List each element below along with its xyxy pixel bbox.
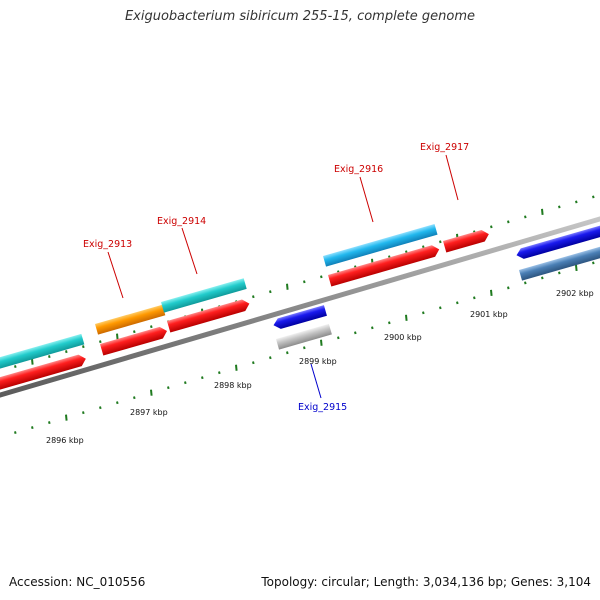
major-tick xyxy=(286,283,289,290)
major-tick xyxy=(235,364,238,371)
gene-cyan[interactable] xyxy=(161,278,247,313)
minor-tick xyxy=(558,271,561,275)
minor-tick xyxy=(201,376,204,380)
kbp-label: 2897 kbp xyxy=(130,408,168,417)
major-tick xyxy=(575,264,578,272)
minor-tick xyxy=(167,386,170,390)
cds-red[interactable] xyxy=(443,228,491,253)
minor-tick xyxy=(524,281,527,285)
minor-tick xyxy=(558,205,561,209)
minor-tick xyxy=(184,381,187,385)
minor-tick xyxy=(473,296,476,300)
major-tick xyxy=(150,389,153,396)
minor-tick xyxy=(371,326,374,330)
minor-tick xyxy=(490,225,493,229)
minor-tick xyxy=(133,396,136,400)
cds-red[interactable] xyxy=(328,244,441,287)
gene-features xyxy=(0,222,600,392)
major-tick xyxy=(405,314,408,321)
major-tick xyxy=(116,333,119,340)
cds-blue-reverse[interactable] xyxy=(515,222,600,260)
major-tick xyxy=(490,289,493,296)
minor-tick xyxy=(337,336,340,340)
major-tick xyxy=(65,414,68,421)
kbp-label: 2902 kbp xyxy=(556,289,594,298)
minor-tick xyxy=(507,220,510,224)
genome-summary-text: Topology: circular; Length: 3,034,136 bp… xyxy=(261,575,591,589)
major-tick xyxy=(541,208,544,215)
minor-tick xyxy=(286,351,289,355)
major-tick xyxy=(31,358,34,365)
minor-tick xyxy=(99,340,102,344)
cds-blue-reverse[interactable] xyxy=(272,305,327,330)
kbp-label: 2898 kbp xyxy=(214,381,252,390)
minor-tick xyxy=(14,431,17,435)
minor-tick xyxy=(150,325,153,329)
leader-line xyxy=(107,251,124,299)
cds-red[interactable] xyxy=(100,325,169,356)
minor-tick xyxy=(541,276,544,280)
minor-tick xyxy=(507,286,510,290)
gene-labels: Exig_2913 Exig_2914 Exig_2915 Exig_2916 … xyxy=(83,142,469,413)
gene-label[interactable]: Exig_2916 xyxy=(334,164,383,175)
cds-red[interactable] xyxy=(167,298,251,333)
gene-label[interactable]: Exig_2917 xyxy=(420,142,469,153)
minor-tick xyxy=(439,306,442,310)
minor-tick xyxy=(303,280,306,284)
minor-tick xyxy=(456,301,459,305)
minor-tick xyxy=(14,365,17,369)
upper-tick-track xyxy=(14,195,595,369)
leader-line xyxy=(310,363,322,399)
minor-tick xyxy=(252,361,255,365)
leader-line xyxy=(359,176,374,223)
minor-tick xyxy=(388,321,391,325)
minor-tick xyxy=(48,355,51,359)
gene-label[interactable]: Exig_2915 xyxy=(298,402,347,413)
gene-cyan-left[interactable] xyxy=(0,333,85,371)
accession-text: Accession: NC_010556 xyxy=(9,575,146,589)
gene-steelblue[interactable] xyxy=(519,243,600,281)
minor-tick xyxy=(320,275,323,279)
minor-tick xyxy=(575,200,578,204)
minor-tick xyxy=(592,261,595,265)
minor-tick xyxy=(133,330,136,334)
kbp-label: 2901 kbp xyxy=(470,310,508,319)
cds-red-left[interactable] xyxy=(0,353,88,392)
map-title: Exiguobacterium sibiricum 255-15, comple… xyxy=(124,9,476,24)
minor-tick xyxy=(269,356,272,360)
kbp-label: 2900 kbp xyxy=(384,333,422,342)
leader-line xyxy=(181,227,198,275)
minor-tick xyxy=(31,426,34,430)
gene-grey[interactable] xyxy=(276,323,332,350)
minor-tick xyxy=(354,331,357,335)
minor-tick xyxy=(65,350,68,354)
gene-label[interactable]: Exig_2913 xyxy=(83,239,132,250)
lower-tick-track xyxy=(14,261,595,435)
minor-tick xyxy=(116,401,119,405)
minor-tick xyxy=(439,240,442,244)
minor-tick xyxy=(422,311,425,315)
genome-backbone xyxy=(0,216,600,398)
gene-label[interactable]: Exig_2914 xyxy=(157,216,206,227)
leader-line xyxy=(445,154,459,201)
minor-tick xyxy=(218,371,221,375)
minor-tick xyxy=(303,346,306,350)
minor-tick xyxy=(269,290,272,294)
major-tick xyxy=(320,339,323,346)
kbp-label: 2899 kbp xyxy=(299,357,337,366)
kbp-label: 2896 kbp xyxy=(46,436,84,445)
minor-tick xyxy=(82,411,85,415)
minor-tick xyxy=(524,215,527,219)
minor-tick xyxy=(252,295,255,299)
minor-tick xyxy=(99,406,102,410)
minor-tick xyxy=(82,345,85,349)
minor-tick xyxy=(592,195,595,199)
kbp-labels: 2896 kbp 2897 kbp 2898 kbp 2899 kbp 2900… xyxy=(46,289,594,445)
gene-orange[interactable] xyxy=(95,304,166,335)
gene-label-leaders xyxy=(107,154,459,399)
gene-skyblue[interactable] xyxy=(323,224,438,267)
minor-tick xyxy=(48,421,51,425)
